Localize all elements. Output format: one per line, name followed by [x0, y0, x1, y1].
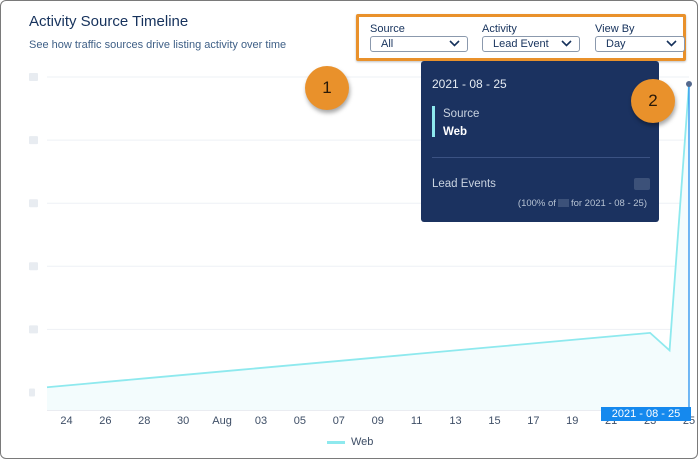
tooltip-metric-value-redacted — [634, 178, 650, 190]
x-tick-label: 26 — [99, 415, 112, 427]
view-by-filter: View By Day — [595, 23, 685, 52]
x-tick-label: 09 — [371, 415, 384, 427]
y-tick-label-redacted — [29, 388, 35, 397]
chevron-down-icon — [561, 40, 572, 47]
series-line-web — [46, 83, 690, 389]
x-tick-label: 05 — [293, 415, 307, 427]
callout-badge-1: 1 — [305, 66, 349, 110]
x-tick-label: 30 — [177, 415, 190, 427]
tooltip-percent-note: (100% of for 2021 - 08 - 25) — [518, 198, 647, 209]
y-tick-label-redacted — [29, 199, 38, 208]
activity-filter: Activity Lead Event — [482, 23, 580, 52]
x-tick-label: 24 — [60, 415, 73, 427]
tooltip-metric-label: Lead Events — [432, 178, 496, 190]
tooltip-date: 2021 - 08 - 25 — [432, 77, 507, 91]
y-tick-label-redacted — [29, 325, 38, 334]
x-tick-label: 07 — [332, 415, 345, 427]
source-filter: Source All — [370, 23, 468, 52]
x-tick-label: 13 — [449, 415, 462, 427]
y-tick-label-redacted — [29, 136, 38, 145]
activity-select[interactable]: Lead Event — [482, 36, 580, 52]
x-axis-date-flag: 2021 - 08 - 25 — [601, 407, 691, 421]
activity-filter-label: Activity — [482, 23, 517, 35]
source-filter-label: Source — [370, 23, 405, 35]
view-by-select[interactable]: Day — [595, 36, 685, 52]
chevron-down-icon — [449, 40, 460, 47]
series-area-web — [47, 84, 689, 410]
data-point-highlight[interactable] — [686, 81, 692, 88]
tooltip-source-value: Web — [443, 126, 468, 138]
y-tick-label-redacted — [29, 73, 38, 81]
source-select-value: All — [381, 38, 394, 50]
page-subtitle: See how traffic sources drive listing ac… — [29, 39, 287, 51]
legend-swatch-web — [327, 440, 345, 444]
view-by-filter-label: View By — [595, 23, 635, 35]
series-layer — [46, 81, 692, 410]
activity-select-value: Lead Event — [493, 38, 549, 50]
x-tick-label: 28 — [138, 415, 151, 427]
tooltip-redacted-value — [557, 199, 569, 208]
chevron-down-icon — [666, 40, 677, 47]
legend-label-web: Web — [351, 436, 374, 448]
tooltip-divider — [432, 157, 650, 158]
tooltip-percent-suffix: for 2021 - 08 - 25) — [570, 198, 647, 209]
x-tick-label: 19 — [566, 415, 579, 427]
tooltip-percent-prefix: (100% of — [517, 198, 556, 209]
x-tick-label: Aug — [212, 415, 232, 427]
view-by-select-value: Day — [606, 38, 626, 50]
chart-legend[interactable]: Web — [327, 436, 373, 448]
tooltip-source-label: Source — [443, 108, 480, 120]
y-axis-labels — [29, 73, 38, 397]
callout-badge-2: 2 — [631, 79, 675, 123]
tooltip-series-color-bar — [432, 106, 435, 137]
filter-bar: Source All Activity Lead Event View By D… — [356, 14, 686, 61]
y-tick-label-redacted — [29, 262, 38, 271]
x-tick-label: 03 — [254, 415, 268, 427]
page-title: Activity Source Timeline — [29, 13, 189, 30]
source-select[interactable]: All — [370, 36, 468, 52]
x-tick-label: 11 — [410, 415, 423, 427]
x-tick-label: 15 — [488, 415, 501, 427]
x-tick-label: 17 — [527, 415, 540, 427]
chart-tooltip: 2021 - 08 - 25 Source Web Lead Events (1… — [421, 61, 659, 222]
